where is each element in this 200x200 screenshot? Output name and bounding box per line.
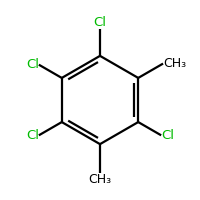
Text: CH₃: CH₃ [88,173,112,186]
Text: Cl: Cl [94,16,106,29]
Text: Cl: Cl [161,129,174,142]
Text: Cl: Cl [26,58,39,71]
Text: CH₃: CH₃ [163,57,186,70]
Text: Cl: Cl [26,129,39,142]
